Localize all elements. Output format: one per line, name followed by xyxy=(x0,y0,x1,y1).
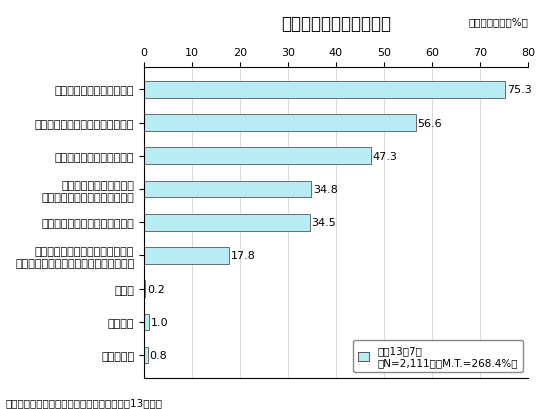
Text: 17.8: 17.8 xyxy=(232,251,256,261)
Bar xyxy=(144,115,416,132)
Legend: 平成13年7月
（N=2,111人、M.T.=268.4%）: 平成13年7月 （N=2,111人、M.T.=268.4%） xyxy=(353,341,522,373)
Text: 56.6: 56.6 xyxy=(417,118,442,128)
Bar xyxy=(144,214,310,231)
Text: 1.0: 1.0 xyxy=(151,317,168,327)
Bar xyxy=(144,281,145,297)
Bar xyxy=(144,82,505,99)
Bar xyxy=(144,148,371,165)
Text: （複数回答）（%）: （複数回答）（%） xyxy=(468,18,528,27)
Bar xyxy=(144,347,148,364)
Text: 34.5: 34.5 xyxy=(311,218,336,228)
Bar xyxy=(144,181,311,198)
Bar xyxy=(144,247,229,264)
Text: 0.2: 0.2 xyxy=(147,284,164,294)
Text: 0.8: 0.8 xyxy=(150,351,168,360)
Text: （注）内閣府「水に関する世論調査」（平成13年度）: （注）内閣府「水に関する世論調査」（平成13年度） xyxy=(6,397,162,407)
Title: 水と関わる豊かな暮らし: 水と関わる豊かな暮らし xyxy=(281,15,391,33)
Bar xyxy=(144,314,148,330)
Text: 34.8: 34.8 xyxy=(313,184,338,195)
Text: 75.3: 75.3 xyxy=(507,85,532,95)
Text: 47.3: 47.3 xyxy=(373,151,398,162)
